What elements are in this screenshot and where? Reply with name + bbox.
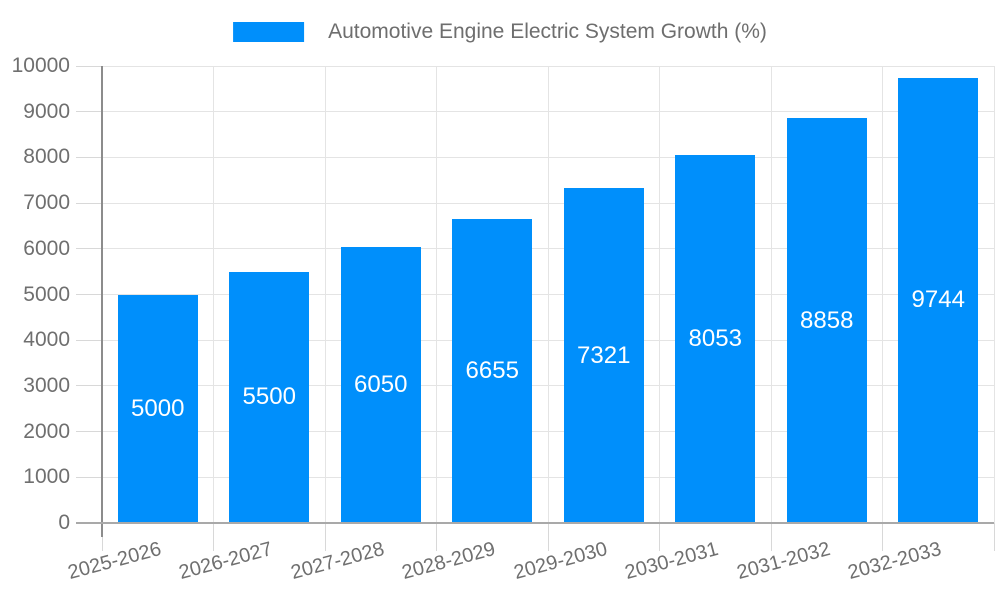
legend-label: Automotive Engine Electric System Growth…: [328, 20, 767, 43]
bar[interactable]: 5000: [117, 294, 198, 523]
y-axis-tick-label: 3000: [23, 373, 70, 397]
gridline-vertical: [993, 66, 995, 523]
plot-area: 0 1000 2000 3000 4000 5000 6000 7000 8000 9000 100…: [12, 54, 995, 584]
x-axis-tick-label: 2031-2032: [734, 538, 833, 585]
y-axis-tick: [76, 202, 102, 204]
gridline-vertical: [659, 66, 660, 523]
x-axis-line: [76, 521, 994, 524]
bar[interactable]: 8053: [675, 154, 756, 523]
x-axis-tick-label: 2028-2029: [399, 538, 498, 585]
y-axis-tick: [76, 156, 102, 158]
y-axis-tick-label: 8000: [23, 145, 70, 169]
y-axis-tick: [76, 431, 102, 433]
y-axis-tick-label: 2000: [23, 419, 70, 443]
y-axis-tick-label: 0: [58, 511, 70, 534]
y-axis-line: [101, 66, 103, 537]
y-axis-tick-label: 7000: [23, 191, 70, 215]
x-axis-tick: [770, 523, 772, 551]
bar-value-label: 8053: [688, 324, 742, 352]
gridline-vertical: [324, 66, 326, 523]
bar[interactable]: 7321: [563, 188, 644, 523]
bar-value-label: 9744: [911, 286, 965, 314]
bar[interactable]: 6655: [452, 218, 533, 523]
gridline-vertical: [213, 66, 214, 523]
x-axis-tick-label: 2025-2026: [65, 538, 164, 585]
x-axis-tick-label: 2032-2033: [845, 538, 944, 585]
bar-value-label: 8858: [800, 306, 854, 334]
x-axis-tick: [101, 523, 103, 551]
y-axis-tick: [76, 339, 102, 341]
x-axis-tick: [324, 523, 326, 551]
y-axis-tick: [76, 476, 102, 478]
x-axis-tick-label: 2026-2027: [176, 538, 275, 585]
gridline-vertical: [436, 66, 437, 523]
y-axis-tick-label: 1000: [23, 465, 70, 489]
bar-value-label: 6050: [354, 370, 408, 398]
x-axis-tick: [547, 523, 549, 551]
bar[interactable]: 6050: [340, 246, 421, 523]
y-axis-tick-label: 6000: [23, 236, 70, 260]
y-axis-tick: [76, 294, 102, 295]
y-axis-tick: [76, 111, 102, 113]
legend[interactable]: Automotive Engine Electric System Growth…: [233, 20, 767, 44]
x-axis-tick-label: 2030-2031: [622, 538, 721, 585]
bar-value-label: 7321: [577, 341, 631, 369]
bar[interactable]: 5500: [229, 271, 310, 523]
x-axis-tick: [993, 523, 995, 551]
y-axis-tick: [76, 385, 102, 387]
bar-value-label: 5500: [242, 383, 296, 411]
x-axis-tick: [436, 523, 437, 551]
gridline-vertical: [882, 66, 883, 523]
y-axis-tick: [76, 248, 102, 250]
bar-value-label: 5000: [131, 394, 185, 422]
gridline-vertical: [770, 66, 772, 523]
bar[interactable]: 8858: [786, 118, 867, 523]
y-axis-tick-label: 10000: [11, 54, 70, 77]
x-axis-tick: [659, 523, 660, 551]
bar-value-label: 6655: [465, 356, 519, 384]
x-axis-tick: [882, 523, 883, 551]
y-axis-tick: [76, 65, 102, 67]
x-axis-tick-label: 2029-2030: [511, 538, 610, 585]
gridline-vertical: [547, 66, 549, 523]
y-axis-tick-label: 9000: [23, 99, 70, 123]
x-axis-tick: [213, 523, 214, 551]
x-axis-tick-label: 2027-2028: [288, 538, 387, 585]
legend-swatch: [233, 22, 305, 42]
y-axis-tick-label: 4000: [23, 328, 70, 352]
y-axis-tick-label: 5000: [23, 282, 70, 306]
bar[interactable]: 9744: [898, 77, 979, 523]
